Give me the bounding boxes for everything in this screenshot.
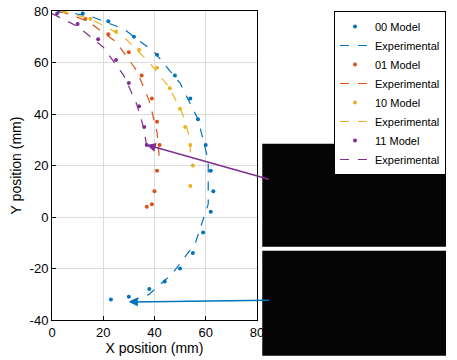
svg-text:60: 60 — [34, 55, 48, 70]
svg-text:10 Model: 10 Model — [375, 97, 420, 109]
svg-text:40: 40 — [147, 325, 161, 340]
svg-text:80: 80 — [34, 4, 48, 19]
svg-text:X position (mm): X position (mm) — [105, 340, 203, 356]
svg-text:11 Model: 11 Model — [375, 135, 419, 147]
svg-text:-20: -20 — [30, 261, 49, 276]
svg-text:0: 0 — [48, 325, 55, 340]
svg-text:Experimental: Experimental — [375, 116, 439, 128]
svg-text:Experimental: Experimental — [375, 78, 439, 90]
svg-text:Experimental: Experimental — [375, 40, 439, 52]
svg-text:Experimental: Experimental — [375, 154, 439, 166]
svg-text:00 Model: 00 Model — [375, 21, 420, 33]
svg-text:60: 60 — [198, 325, 212, 340]
svg-text:80: 80 — [250, 325, 264, 340]
svg-text:20: 20 — [34, 158, 48, 173]
svg-text:-40: -40 — [30, 313, 49, 328]
svg-text:01 Model: 01 Model — [375, 59, 420, 71]
svg-text:20: 20 — [96, 325, 110, 340]
svg-text:0: 0 — [41, 210, 48, 225]
svg-text:Y position (mm): Y position (mm) — [8, 117, 24, 215]
svg-text:40: 40 — [34, 107, 48, 122]
